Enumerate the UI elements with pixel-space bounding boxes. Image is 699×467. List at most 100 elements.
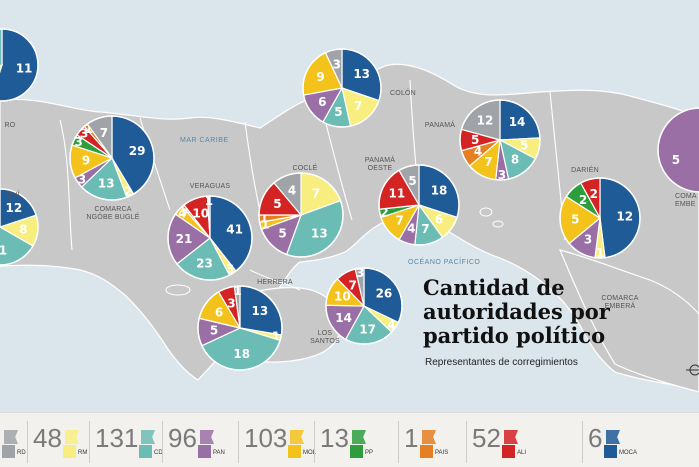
legend-separator bbox=[27, 421, 28, 463]
pie-label-ngobe-ind: 7 bbox=[100, 126, 108, 140]
party-flag-icon bbox=[200, 430, 214, 444]
party-flag-icon bbox=[65, 430, 79, 444]
legend-code: PAIS bbox=[435, 450, 449, 456]
pie-label-veraguas-pan: 21 bbox=[176, 232, 193, 246]
pie-ring-colon bbox=[302, 48, 382, 128]
pie-label-ngobe-rm: 2 bbox=[124, 184, 132, 198]
region-label-panama: PANAMÁ bbox=[424, 122, 456, 129]
pie-label-panamaoeste-ali: 11 bbox=[389, 187, 406, 201]
legend-count: 103 bbox=[244, 423, 288, 453]
legend-count: 6 bbox=[588, 423, 603, 453]
pie-label-panama-pais: 4 bbox=[474, 145, 482, 159]
island-coiba bbox=[165, 284, 191, 296]
pie-label-herrera-pan: 5 bbox=[210, 324, 218, 338]
island-pearl-2 bbox=[492, 220, 504, 228]
pie-label-veraguas-pais: 1 bbox=[182, 203, 190, 217]
pie-label-veraguas-ind: 1 bbox=[205, 194, 213, 208]
pie-label-ngobe-cd: 13 bbox=[98, 176, 115, 190]
pie-label-ngobe-ali: 3 bbox=[80, 127, 88, 141]
pie-label-chiriqui-cd: 21 bbox=[0, 244, 7, 258]
pie-label-lossantos-ind: 3 bbox=[356, 266, 364, 280]
pie-label-lossantos-ali: 7 bbox=[348, 278, 356, 292]
legend-code: PAN bbox=[213, 450, 225, 456]
pie-ring-gunayala bbox=[657, 107, 699, 193]
pie-label-cocle-pan: 5 bbox=[278, 226, 286, 240]
pie-label-darien-pp: 2 bbox=[579, 193, 587, 207]
pie-label-gunayala-pan: 5 bbox=[672, 153, 680, 167]
region-label-bocas: RO bbox=[4, 122, 16, 129]
pie-label-darien-pan: 3 bbox=[584, 233, 592, 247]
pie-label-lossantos-pan: 14 bbox=[335, 311, 352, 325]
pie-label-lossantos-mol: 10 bbox=[334, 290, 351, 304]
pie-ring-darien bbox=[559, 177, 641, 259]
legend-swatch bbox=[139, 445, 152, 458]
legend-separator bbox=[162, 421, 163, 463]
region-label-veraguas: VERAGUAS bbox=[189, 183, 231, 190]
party-flag-icon bbox=[606, 430, 620, 444]
pie-label-cocle-ali: 5 bbox=[273, 197, 281, 211]
pie-colon: 13 756 93 bbox=[302, 48, 382, 128]
compass-icon bbox=[686, 364, 699, 376]
region-label-embera: COMARCA EMBERÁ bbox=[601, 295, 639, 310]
legend-code: RD bbox=[17, 450, 26, 456]
pie-label-lossantos-rm: 4 bbox=[387, 318, 395, 332]
chart-title: Cantidad de autoridades por partido polí… bbox=[423, 275, 610, 348]
legend-code: RM bbox=[78, 450, 88, 456]
pie-label-lossantos-cd: 17 bbox=[359, 322, 376, 336]
legend-swatch bbox=[350, 445, 363, 458]
pie-label-veraguas-ali: 10 bbox=[192, 207, 209, 221]
pie-label-ngobe-pais: 1 bbox=[85, 122, 93, 136]
legend-swatch bbox=[63, 445, 76, 458]
region-label-lossantos: LOS SANTOS bbox=[310, 330, 340, 345]
legend-separator bbox=[238, 421, 239, 463]
pie-chiriqui: 1282119 bbox=[0, 188, 39, 266]
pie-label-herrera-mol: 6 bbox=[215, 306, 223, 320]
region-label-panamaoeste: PANAMÁ OESTE bbox=[364, 157, 396, 172]
pie-label-panama-ali: 5 bbox=[471, 133, 479, 147]
pie-label-darien-ali: 2 bbox=[590, 187, 598, 201]
region-label-darien: DARIÉN bbox=[571, 167, 599, 174]
pie-label-chiriqui-rm: 8 bbox=[19, 222, 27, 236]
pie-bocas: 1136 bbox=[0, 28, 39, 102]
party-flag-icon bbox=[352, 430, 366, 444]
pie-label-colon-mol: 9 bbox=[316, 70, 324, 84]
legend-swatch bbox=[2, 445, 15, 458]
region-label-colon: COLÓN bbox=[390, 90, 416, 97]
pie-label-ngobe-moca: 29 bbox=[129, 144, 146, 158]
legend-swatch bbox=[198, 445, 211, 458]
pie-label-lossantos-moca: 26 bbox=[376, 286, 393, 300]
island-pearl bbox=[479, 207, 493, 217]
legend-swatch bbox=[604, 445, 617, 458]
legend-count: 96 bbox=[168, 423, 197, 453]
sea-label-caribbean: MAR CARIBE bbox=[180, 137, 229, 144]
legend-separator bbox=[89, 421, 90, 463]
region-label-chiriqui: IQUÍ bbox=[4, 192, 20, 199]
chart-subtitle: Representantes de corregimientos bbox=[425, 357, 578, 368]
pie-label-colon-rm: 7 bbox=[354, 99, 362, 113]
pie-label-panamaoeste-ind: 5 bbox=[408, 174, 416, 188]
pie-slice-bocas-cd bbox=[0, 28, 3, 67]
pie-ring-bocas bbox=[0, 28, 39, 102]
pie-label-cocle-cd: 13 bbox=[311, 226, 328, 240]
party-flag-icon bbox=[4, 430, 18, 444]
pie-label-colon-moca: 13 bbox=[353, 67, 370, 81]
pie-label-cocle-rm: 7 bbox=[312, 187, 320, 201]
pie-label-ngobe-mol: 9 bbox=[82, 153, 90, 167]
pie-label-panama-ind: 12 bbox=[477, 113, 494, 127]
pie-label-cocle-mol: 1 bbox=[261, 218, 269, 232]
legend-count: 13 bbox=[320, 423, 349, 453]
legend-count: 131 bbox=[95, 423, 139, 453]
pie-ring-veraguas bbox=[167, 195, 253, 281]
pie-label-veraguas-moca: 41 bbox=[226, 223, 243, 237]
party-flag-icon bbox=[141, 430, 155, 444]
pie-label-ngobe-pp: 3 bbox=[75, 135, 83, 149]
pie-label-herrera-ali: 3 bbox=[227, 296, 235, 310]
region-label-ngobe: COMARCA NGÖBE BUGLÉ bbox=[86, 206, 140, 221]
pie-label-cocle-pais: 1 bbox=[260, 211, 268, 225]
pie-ring-panama bbox=[459, 99, 541, 181]
